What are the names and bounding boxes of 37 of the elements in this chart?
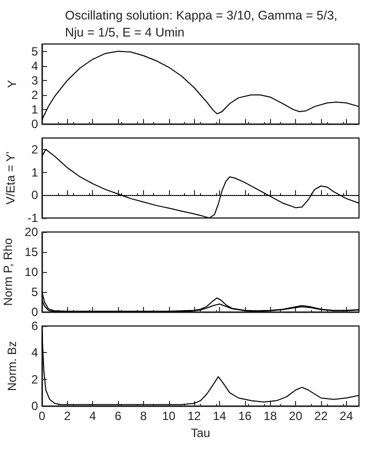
x-tick-label: 4 [89, 409, 96, 423]
x-tick-label: 10 [162, 409, 176, 423]
y-tick-label: 1 [31, 165, 38, 180]
x-tick-label: 12 [187, 409, 202, 423]
y-axis-title: V/Eta = Y' [3, 151, 18, 205]
x-tick-label: 16 [238, 409, 252, 423]
y-tick-label: 4 [31, 346, 38, 360]
x-tick-label: 20 [288, 409, 303, 423]
y-tick-label: 0 [31, 117, 38, 131]
x-tick-label: 6 [114, 409, 122, 423]
y-tick-label: -1 [27, 211, 38, 225]
y-tick-label: 0 [31, 188, 38, 202]
y-tick-label: 2 [31, 88, 38, 102]
y-tick-label: 5 [31, 285, 38, 299]
y-tick-label: 20 [24, 225, 38, 239]
y-tick-label: 4 [31, 58, 38, 73]
y-axis-title: Y [5, 80, 19, 88]
y-tick-label: 1 [31, 102, 38, 116]
y-tick-label: 10 [24, 265, 38, 279]
y-tick-label: 0 [31, 305, 38, 319]
y-tick-label: 2 [31, 372, 38, 386]
x-tick-label: 24 [340, 409, 354, 423]
y-tick-label: 3 [31, 73, 38, 88]
x-tick-label: 14 [212, 409, 227, 423]
y-tick-label: 5 [31, 44, 38, 58]
x-tick-label: 18 [264, 409, 278, 423]
x-tick-label: 8 [140, 409, 148, 423]
y-tick-label: 6 [31, 319, 38, 333]
y-axis-title: Norm P, Rho [0, 238, 15, 306]
y-tick-label: 2 [31, 142, 38, 156]
y-tick-label: 0 [31, 399, 38, 413]
x-axis-title: Tau [190, 426, 210, 440]
x-tick-label: 22 [314, 409, 328, 423]
y-tick-label: 15 [24, 245, 38, 259]
y-axis-title: Norm. Bz [5, 340, 19, 392]
x-tick-label: 2 [64, 409, 72, 423]
chart-title: Oscillating solution: Kappa = 3/10, Gamma = 5/3, Nju = 1/5, E = 4 Umin [65, 8, 341, 40]
